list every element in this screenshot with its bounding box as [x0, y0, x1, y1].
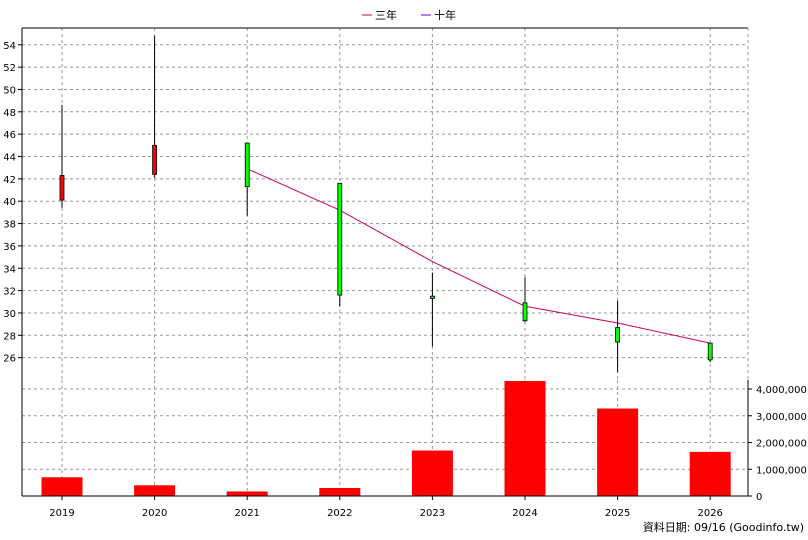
volume-bar-2021	[226, 491, 268, 496]
volume-y-tick-label-3: 3,000,000	[756, 412, 807, 423]
candle-body-2025	[615, 327, 620, 343]
price-y-tick-label-48: 48	[3, 108, 16, 119]
price-y-tick-label-32: 32	[3, 287, 16, 298]
candle-body-2020	[152, 144, 158, 175]
x-tick-label-2021: 2021	[234, 508, 259, 519]
volume-y-tick-label-4: 4,000,000	[756, 385, 807, 396]
volume-bar-2025	[597, 408, 639, 496]
volume-y-tick-label-2: 2,000,000	[756, 439, 807, 450]
price-y-axis-ticks: 26 28 30 32 34 36 38 40 42 44 46 48 50 52 54	[3, 41, 22, 365]
candle-body-2021	[244, 142, 250, 188]
price-y-tick-label-52: 52	[3, 63, 16, 74]
volume-bar-2023	[411, 450, 453, 496]
price-y-tick-label-26: 26	[3, 354, 16, 365]
price-y-tick-label-36: 36	[3, 242, 16, 253]
candle-body-2023	[429, 295, 435, 299]
x-axis-ticks: 2019 2020 2021 2022 2023 2024 2025 2026	[49, 496, 723, 519]
x-tick-label-2026: 2026	[697, 508, 722, 519]
price-y-tick-label-54: 54	[3, 41, 16, 52]
volume-bar-2019	[41, 477, 83, 496]
volume-grid	[22, 380, 748, 496]
volume-y-tick-label-0: 0	[756, 492, 762, 503]
price-y-tick-label-46: 46	[3, 130, 16, 141]
footer-source-text: 資料日期: 09/16 (Goodinfo.tw)	[643, 520, 804, 534]
candle-body-2026	[707, 342, 713, 361]
volume-bar-2020	[134, 485, 176, 496]
volume-y-tick-label-1: 1,000,000	[756, 465, 807, 476]
volume-bar-2026	[689, 451, 731, 496]
price-y-tick-label-28: 28	[3, 331, 16, 342]
price-y-tick-label-30: 30	[3, 309, 16, 320]
axes	[21, 27, 749, 497]
price-y-tick-label-44: 44	[3, 153, 16, 164]
volume-bar-2022	[319, 487, 361, 496]
candle-body-2019	[59, 175, 65, 201]
candle-body-2024	[522, 302, 528, 322]
candle-body-2022	[337, 182, 343, 296]
legend-label-2: 十年	[434, 8, 456, 22]
price-y-tick-label-34: 34	[3, 264, 16, 275]
price-y-tick-label-42: 42	[3, 175, 16, 186]
volume-y-axis-ticks: 0 1,000,000 2,000,000 3,000,000 4,000,000	[748, 385, 807, 503]
volume-bars	[41, 381, 731, 496]
price-y-tick-label-50: 50	[3, 85, 16, 96]
price-y-tick-label-38: 38	[3, 220, 16, 231]
x-tick-label-2019: 2019	[49, 508, 74, 519]
volume-bar-2024	[504, 381, 546, 496]
moving-average-lines	[246, 168, 711, 344]
x-tick-label-2025: 2025	[605, 508, 630, 519]
price-y-tick-label-40: 40	[3, 197, 16, 208]
x-tick-label-2020: 2020	[142, 508, 167, 519]
legend-label-1: 三年	[375, 8, 397, 22]
x-tick-label-2022: 2022	[327, 508, 352, 519]
x-tick-label-2024: 2024	[512, 508, 537, 519]
x-tick-label-2023: 2023	[420, 508, 445, 519]
legend: 三年 十年	[362, 8, 456, 22]
series-line-1	[246, 168, 711, 344]
candlesticks	[59, 35, 713, 373]
